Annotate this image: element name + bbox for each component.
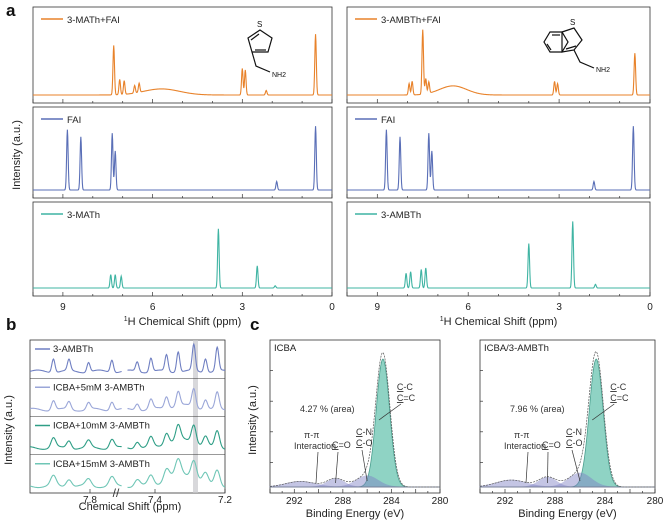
panel-label-c: c	[250, 315, 259, 334]
nmr-spectrum-line	[347, 221, 650, 289]
nmr-spectrum-line	[347, 126, 650, 191]
legend-label: 3-MATh+FAI	[67, 15, 120, 26]
molecule-3-math: S NH2	[247, 20, 286, 79]
legend-label: 3-AMBTh	[381, 210, 421, 221]
b-spectrum-line	[29, 342, 226, 374]
xps-frame	[269, 339, 441, 494]
x-tick-label: 6	[465, 302, 471, 313]
molecule-3-ambth: S NH2	[543, 18, 610, 74]
x-tick-label: 9	[60, 302, 66, 313]
xps-co2-label: C-O	[566, 438, 583, 448]
b-ylabel: Intensity (a.u.)	[3, 395, 15, 465]
xps-title: ICBA/3-AMBTh	[484, 343, 549, 354]
xps-cc2-label: C=C	[397, 393, 416, 403]
b-legend-label: 3-AMBTh	[53, 344, 93, 355]
xps-cc1-label: C-C	[397, 382, 413, 392]
xps-x-axis-label: Binding Energy (eV)	[518, 508, 616, 520]
xps-co-pointer	[547, 451, 549, 484]
xps-cn-label: C-N	[566, 427, 582, 437]
legend-label: FAI	[381, 115, 395, 126]
c-ylabel: Intensity (a.u.)	[247, 385, 259, 455]
xps-cc-pointer	[378, 403, 402, 421]
b-legend-bg	[32, 456, 150, 470]
xps-pipi-label: π-π	[304, 430, 319, 440]
b-x-tick-label: 7.8	[83, 495, 97, 506]
xps-cn-pointer	[361, 449, 368, 482]
x-tick-label: 0	[647, 302, 653, 313]
xps-interaction-label: Interaction	[294, 441, 336, 451]
molecule-right-nh2: NH2	[596, 67, 610, 74]
x-tick-label: 0	[329, 302, 335, 313]
x-axis-label: 1H Chemical Shift (ppm)	[440, 316, 558, 328]
x-tick-label: 3	[556, 302, 562, 313]
xps-x-tick-label: 292	[497, 496, 514, 507]
nmr-spectrum-line	[33, 228, 332, 289]
xps-area-annotation: 4.27 % (area)	[300, 404, 355, 414]
xps-x-axis-label: Binding Energy (eV)	[306, 508, 404, 520]
molecule-left-nh2: NH2	[272, 72, 286, 79]
b-spectrum-line	[29, 423, 226, 450]
xps-x-tick-label: 292	[286, 496, 303, 507]
b-legend-bg	[32, 418, 150, 432]
xps-x-tick-label: 280	[647, 496, 664, 507]
xps-interaction-label: Interaction	[504, 441, 546, 451]
xps-area-annotation: 7.96 % (area)	[510, 404, 565, 414]
nmr-spectrum-line	[33, 126, 332, 191]
nmr-spectrum-line	[33, 34, 332, 96]
x-tick-label: 3	[240, 302, 246, 313]
xps-cn-pointer	[571, 449, 581, 482]
xps-cc2-label: C=C	[610, 393, 629, 403]
a-left-plot: 3-MATh+FAI FAI 3-MATh 9 6 3 0 1H Chemical Shift…	[32, 6, 335, 328]
b-legend-bg	[32, 380, 150, 394]
xps-pipi-pointer	[315, 451, 319, 484]
xps-main-peak	[480, 358, 655, 488]
molecule-left-s: S	[257, 20, 262, 29]
xps-cn-label: C-N	[356, 427, 372, 437]
xps-title: ICBA	[274, 343, 297, 354]
xps-x-tick-label: 284	[597, 496, 614, 507]
b-axis-break: //	[113, 486, 120, 500]
xps-cc1-label: C-C	[610, 382, 626, 392]
xps-co-pointer	[335, 451, 339, 484]
b-legend-label: ICBA+15mM 3-AMBTh	[53, 459, 150, 470]
xps-envelope	[479, 351, 655, 488]
panel-label-a: a	[6, 1, 16, 20]
c-left-plot: 292 288 284 280 Binding Energy (eV) ICBA 4.27 …	[269, 339, 449, 520]
xps-pipi-pointer	[525, 451, 529, 484]
xps-co-label: C=O	[332, 440, 351, 450]
xps-co-label: C=O	[542, 440, 561, 450]
panel-label-b: b	[6, 315, 16, 334]
xps-pipi-label: π-π	[514, 430, 529, 440]
c-right-plot: 292 288 284 280 Binding Energy (eV) ICBA/3-AM…	[479, 339, 664, 520]
b-x-tick-label: 7.4	[148, 495, 162, 506]
b-spectrum-line	[29, 387, 226, 412]
a-ylabel: Intensity (a.u.)	[11, 120, 23, 190]
x-tick-label: 6	[150, 302, 156, 313]
legend-label: 3-MATh	[67, 210, 100, 221]
xps-x-tick-label: 284	[383, 496, 400, 507]
a-right-plot: 3-AMBTh+FAI FAI 3-AMBTh 9 6 3 0 1H Chemical Shi…	[346, 6, 653, 328]
b-x-tick-label: 7.2	[218, 495, 232, 506]
b-legend-label: ICBA+10mM 3-AMBTh	[53, 421, 150, 432]
xps-x-tick-label: 288	[547, 496, 564, 507]
b-legend-label: ICBA+5mM 3-AMBTh	[53, 382, 145, 393]
b-xlabel: Chemical Shift (ppm)	[79, 501, 182, 513]
xps-co2-label: C-O	[356, 438, 373, 448]
b-plot: 3-AMBTh ICBA+5mM 3-AMBTh ICBA+10mM 3-AMBTh…	[29, 339, 232, 506]
b-spectrum-line	[29, 457, 226, 489]
xps-frame	[479, 339, 656, 494]
legend-label: 3-AMBTh+FAI	[381, 15, 441, 26]
nmr-spectrum-line	[347, 29, 650, 96]
xps-main-peak	[270, 358, 440, 488]
xps-x-tick-label: 280	[432, 496, 449, 507]
b-legend-bg	[32, 342, 150, 355]
xps-x-tick-label: 288	[335, 496, 352, 507]
molecule-right-s: S	[570, 18, 575, 27]
xps-cc-pointer	[592, 403, 615, 421]
x-tick-label: 9	[375, 302, 381, 313]
legend-label: FAI	[67, 115, 81, 126]
xps-envelope	[269, 352, 440, 488]
x-axis-label: 1H Chemical Shift (ppm)	[124, 316, 242, 328]
